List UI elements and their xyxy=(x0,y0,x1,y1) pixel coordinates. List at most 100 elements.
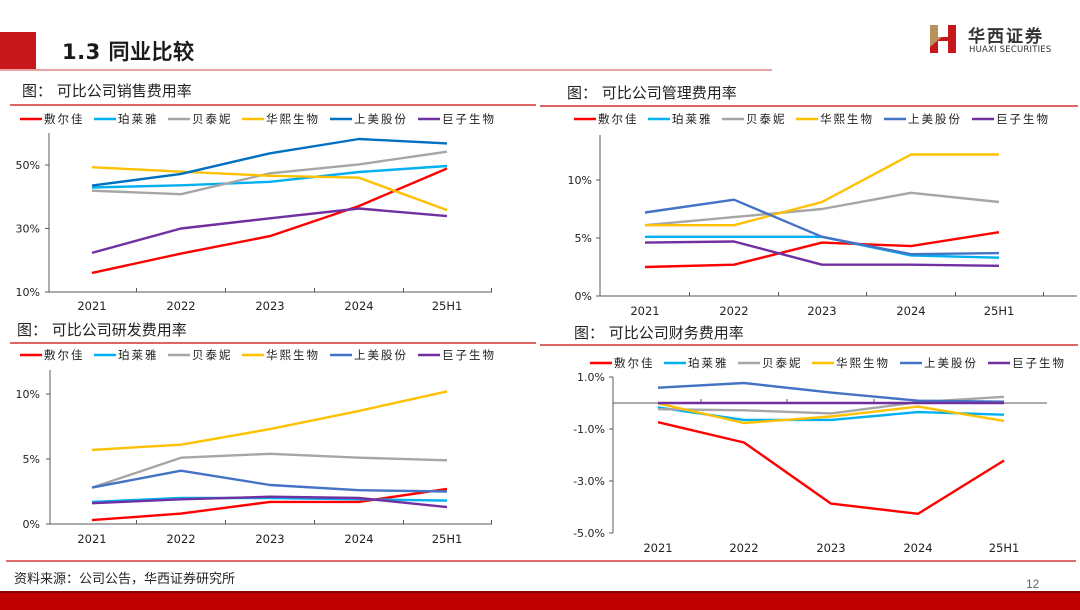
legend-item: 敷尔佳 xyxy=(590,356,655,370)
legend-label: 敷尔佳 xyxy=(614,356,655,370)
x-tick-label: 2021 xyxy=(77,532,106,546)
legend-label: 巨子生物 xyxy=(1012,356,1066,370)
chart-rnd: 敷尔佳 珀莱雅 贝泰妮 华熙生物 上美股份 巨子生物 0% 5% 10% 2021 2022 2023… xyxy=(16,348,496,546)
x-tick-label: 2024 xyxy=(896,304,925,318)
legend-label: 华熙生物 xyxy=(836,356,890,370)
legend-label: 敷尔佳 xyxy=(44,112,85,126)
x-tick-label: 25H1 xyxy=(432,299,463,313)
legend-item: 珀莱雅 xyxy=(648,112,711,126)
huaxi-logo: 华西证券 HUAXI SECURITIES xyxy=(928,20,1068,60)
legend-item: 华熙生物 xyxy=(242,112,318,126)
y-tick-label: 1.0% xyxy=(577,371,605,384)
legend-label: 贝泰妮 xyxy=(762,356,803,370)
y-tick-label: -1.0% xyxy=(573,423,605,436)
y-tick-label: 50% xyxy=(16,159,40,172)
chart-divider-rnd xyxy=(10,342,536,344)
legend-selling: 敷尔佳 珀莱雅 贝泰妮 华熙生物 上美股份 巨子生物 xyxy=(20,112,496,126)
series-line-贝泰妮 xyxy=(657,395,1005,415)
legend-label: 上美股份 xyxy=(908,112,962,126)
x-tick-label: 2022 xyxy=(719,304,748,318)
footer-divider xyxy=(6,560,1076,562)
legend-item: 贝泰妮 xyxy=(722,112,787,126)
legend-item: 巨子生物 xyxy=(418,112,496,126)
legend-label: 贝泰妮 xyxy=(192,112,233,126)
legend-label: 上美股份 xyxy=(354,112,408,126)
chart-divider-finance xyxy=(540,344,1078,346)
chart-divider-selling xyxy=(10,104,536,106)
series-line-华熙生物 xyxy=(91,390,448,452)
x-tick-label: 25H1 xyxy=(432,532,463,546)
series-line-珀莱雅 xyxy=(91,496,448,504)
legend-item: 巨子生物 xyxy=(418,348,496,362)
x-tick-label: 2022 xyxy=(729,541,758,555)
y-tick-label: 5% xyxy=(575,232,592,245)
page-title: 1.3 同业比较 xyxy=(62,40,195,64)
x-tick-label: 2021 xyxy=(77,299,106,313)
legend-item: 珀莱雅 xyxy=(94,348,157,362)
legend-label: 巨子生物 xyxy=(442,348,496,362)
series-line-敷尔佳 xyxy=(91,487,448,522)
series-line-华熙生物 xyxy=(657,402,1005,425)
legend-label: 贝泰妮 xyxy=(746,112,787,126)
legend-item: 贝泰妮 xyxy=(738,356,803,370)
legend-item: 上美股份 xyxy=(900,356,978,370)
x-tick-label: 25H1 xyxy=(984,304,1015,318)
chart-title-rnd: 图： 可比公司研发费用率 xyxy=(17,321,187,339)
x-tick-label: 2021 xyxy=(643,541,672,555)
legend-item: 巨子生物 xyxy=(972,112,1048,126)
series-line-贝泰妮 xyxy=(644,191,1000,227)
y-tick-label: 0% xyxy=(575,290,592,303)
series-line-上美股份 xyxy=(644,198,1000,256)
series-line-贝泰妮 xyxy=(91,452,448,489)
legend-label: 巨子生物 xyxy=(442,112,496,126)
legend-label: 敷尔佳 xyxy=(598,112,639,126)
y-tick-label: -3.0% xyxy=(573,475,605,488)
series-line-上美股份 xyxy=(657,381,1005,403)
legend-label: 上美股份 xyxy=(924,356,978,370)
legend-label: 敷尔佳 xyxy=(44,348,85,362)
series-line-上美股份 xyxy=(91,469,448,493)
huaxi-logo-mark-icon xyxy=(930,25,956,53)
legend-rnd: 敷尔佳 珀莱雅 贝泰妮 华熙生物 上美股份 巨子生物 xyxy=(20,348,496,362)
x-tick-label: 2023 xyxy=(255,532,284,546)
legend-label: 华熙生物 xyxy=(820,112,874,126)
x-tick-label: 2023 xyxy=(807,304,836,318)
title-divider xyxy=(0,69,772,71)
legend-item: 珀莱雅 xyxy=(664,356,729,370)
legend-label: 华熙生物 xyxy=(266,348,320,362)
legend-label: 上美股份 xyxy=(354,348,408,362)
x-tick-label: 2024 xyxy=(903,541,932,555)
series-line-华熙生物 xyxy=(645,153,999,227)
footer-red-band xyxy=(0,591,1080,610)
y-tick-label: 30% xyxy=(16,223,40,236)
source-note: 资料来源：公司公告，华西证券研究所 xyxy=(14,572,236,587)
series-line-巨子生物 xyxy=(91,207,448,255)
series-line-敷尔佳 xyxy=(644,231,1000,269)
legend-item: 华熙生物 xyxy=(796,112,874,126)
legend-item: 敷尔佳 xyxy=(20,112,85,126)
chart-title-admin: 图： 可比公司管理费用率 xyxy=(567,84,737,102)
chart-title-selling: 图： 可比公司销售费用率 xyxy=(22,82,192,100)
legend-item: 上美股份 xyxy=(330,348,408,362)
series-line-巨子生物 xyxy=(91,495,448,509)
legend-finance: 敷尔佳 珀莱雅 贝泰妮 华熙生物 上美股份 巨子生物 xyxy=(590,356,1066,370)
legend-admin: 敷尔佳 珀莱雅 贝泰妮 华熙生物 上美股份 巨子生物 xyxy=(574,112,1048,126)
y-tick-label: 5% xyxy=(23,453,40,466)
logo-english-name: HUAXI SECURITIES xyxy=(969,45,1052,55)
legend-label: 珀莱雅 xyxy=(118,112,159,126)
legend-label: 贝泰妮 xyxy=(192,348,233,362)
series-line-贝泰妮 xyxy=(91,150,448,196)
x-tick-label: 2024 xyxy=(344,532,373,546)
page-number: 12 xyxy=(1026,577,1040,591)
x-tick-label: 2021 xyxy=(630,304,659,318)
x-tick-label: 2023 xyxy=(255,299,284,313)
x-tick-label: 2022 xyxy=(166,532,195,546)
y-tick-label: 10% xyxy=(16,388,40,401)
chart-admin: 敷尔佳 珀莱雅 贝泰妮 华熙生物 上美股份 巨子生物 0% 5% 10% 2021 2022 2023… xyxy=(568,112,1077,318)
legend-label: 珀莱雅 xyxy=(688,356,729,370)
y-tick-label: 10% xyxy=(568,174,592,187)
legend-item: 贝泰妮 xyxy=(168,348,233,362)
y-tick-label: 10% xyxy=(16,286,40,299)
x-tick-label: 2022 xyxy=(166,299,195,313)
